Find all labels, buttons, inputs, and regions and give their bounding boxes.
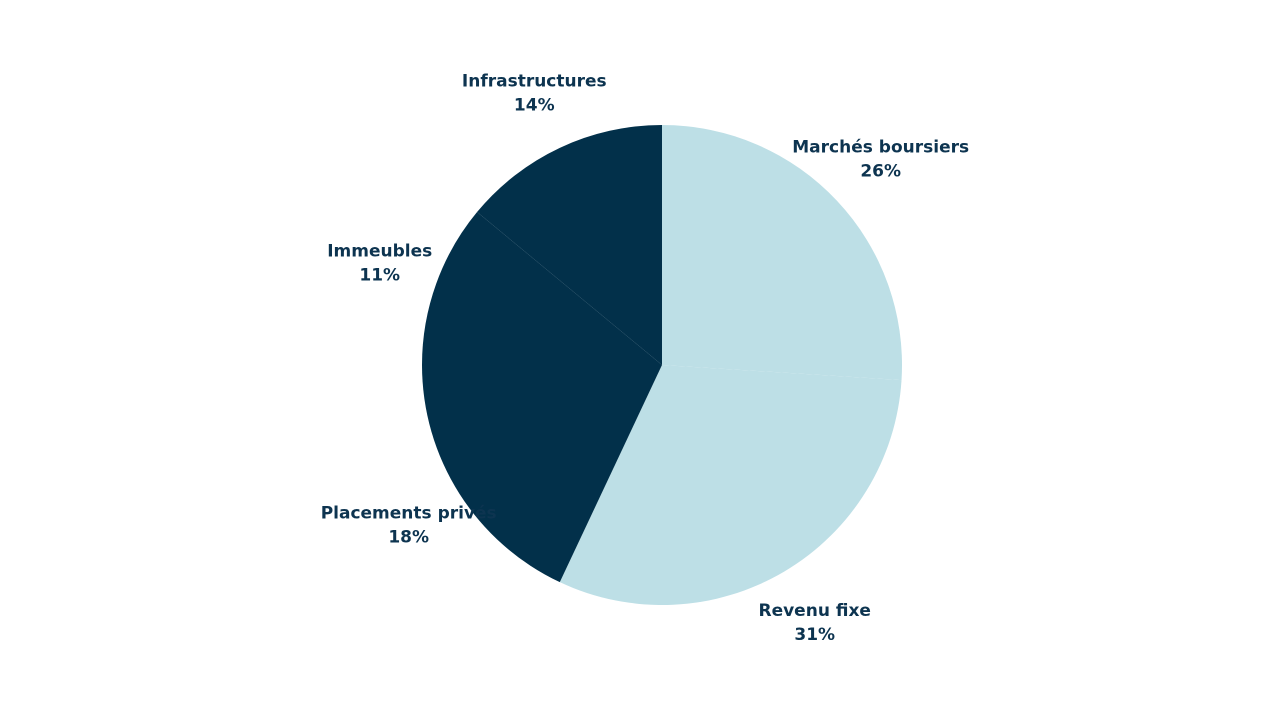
pie-slice <box>422 365 662 583</box>
slice-label: Marchés boursiers <box>792 138 969 158</box>
pie-slice <box>559 365 902 605</box>
slice-value: 14% <box>514 96 555 116</box>
slice-label: Revenu fixe <box>758 601 870 621</box>
slice-label: Immeubles <box>327 241 432 261</box>
slice-value: 26% <box>860 162 901 182</box>
slice-value: 18% <box>388 528 429 548</box>
pie-slice <box>422 212 662 365</box>
slice-value: 31% <box>794 625 835 645</box>
slice-value: 11% <box>359 265 400 285</box>
pie-slice <box>477 125 662 365</box>
slice-label: Placements privés <box>321 504 497 524</box>
slice-label: Infrastructures <box>462 72 607 92</box>
pie-slice <box>662 125 902 381</box>
